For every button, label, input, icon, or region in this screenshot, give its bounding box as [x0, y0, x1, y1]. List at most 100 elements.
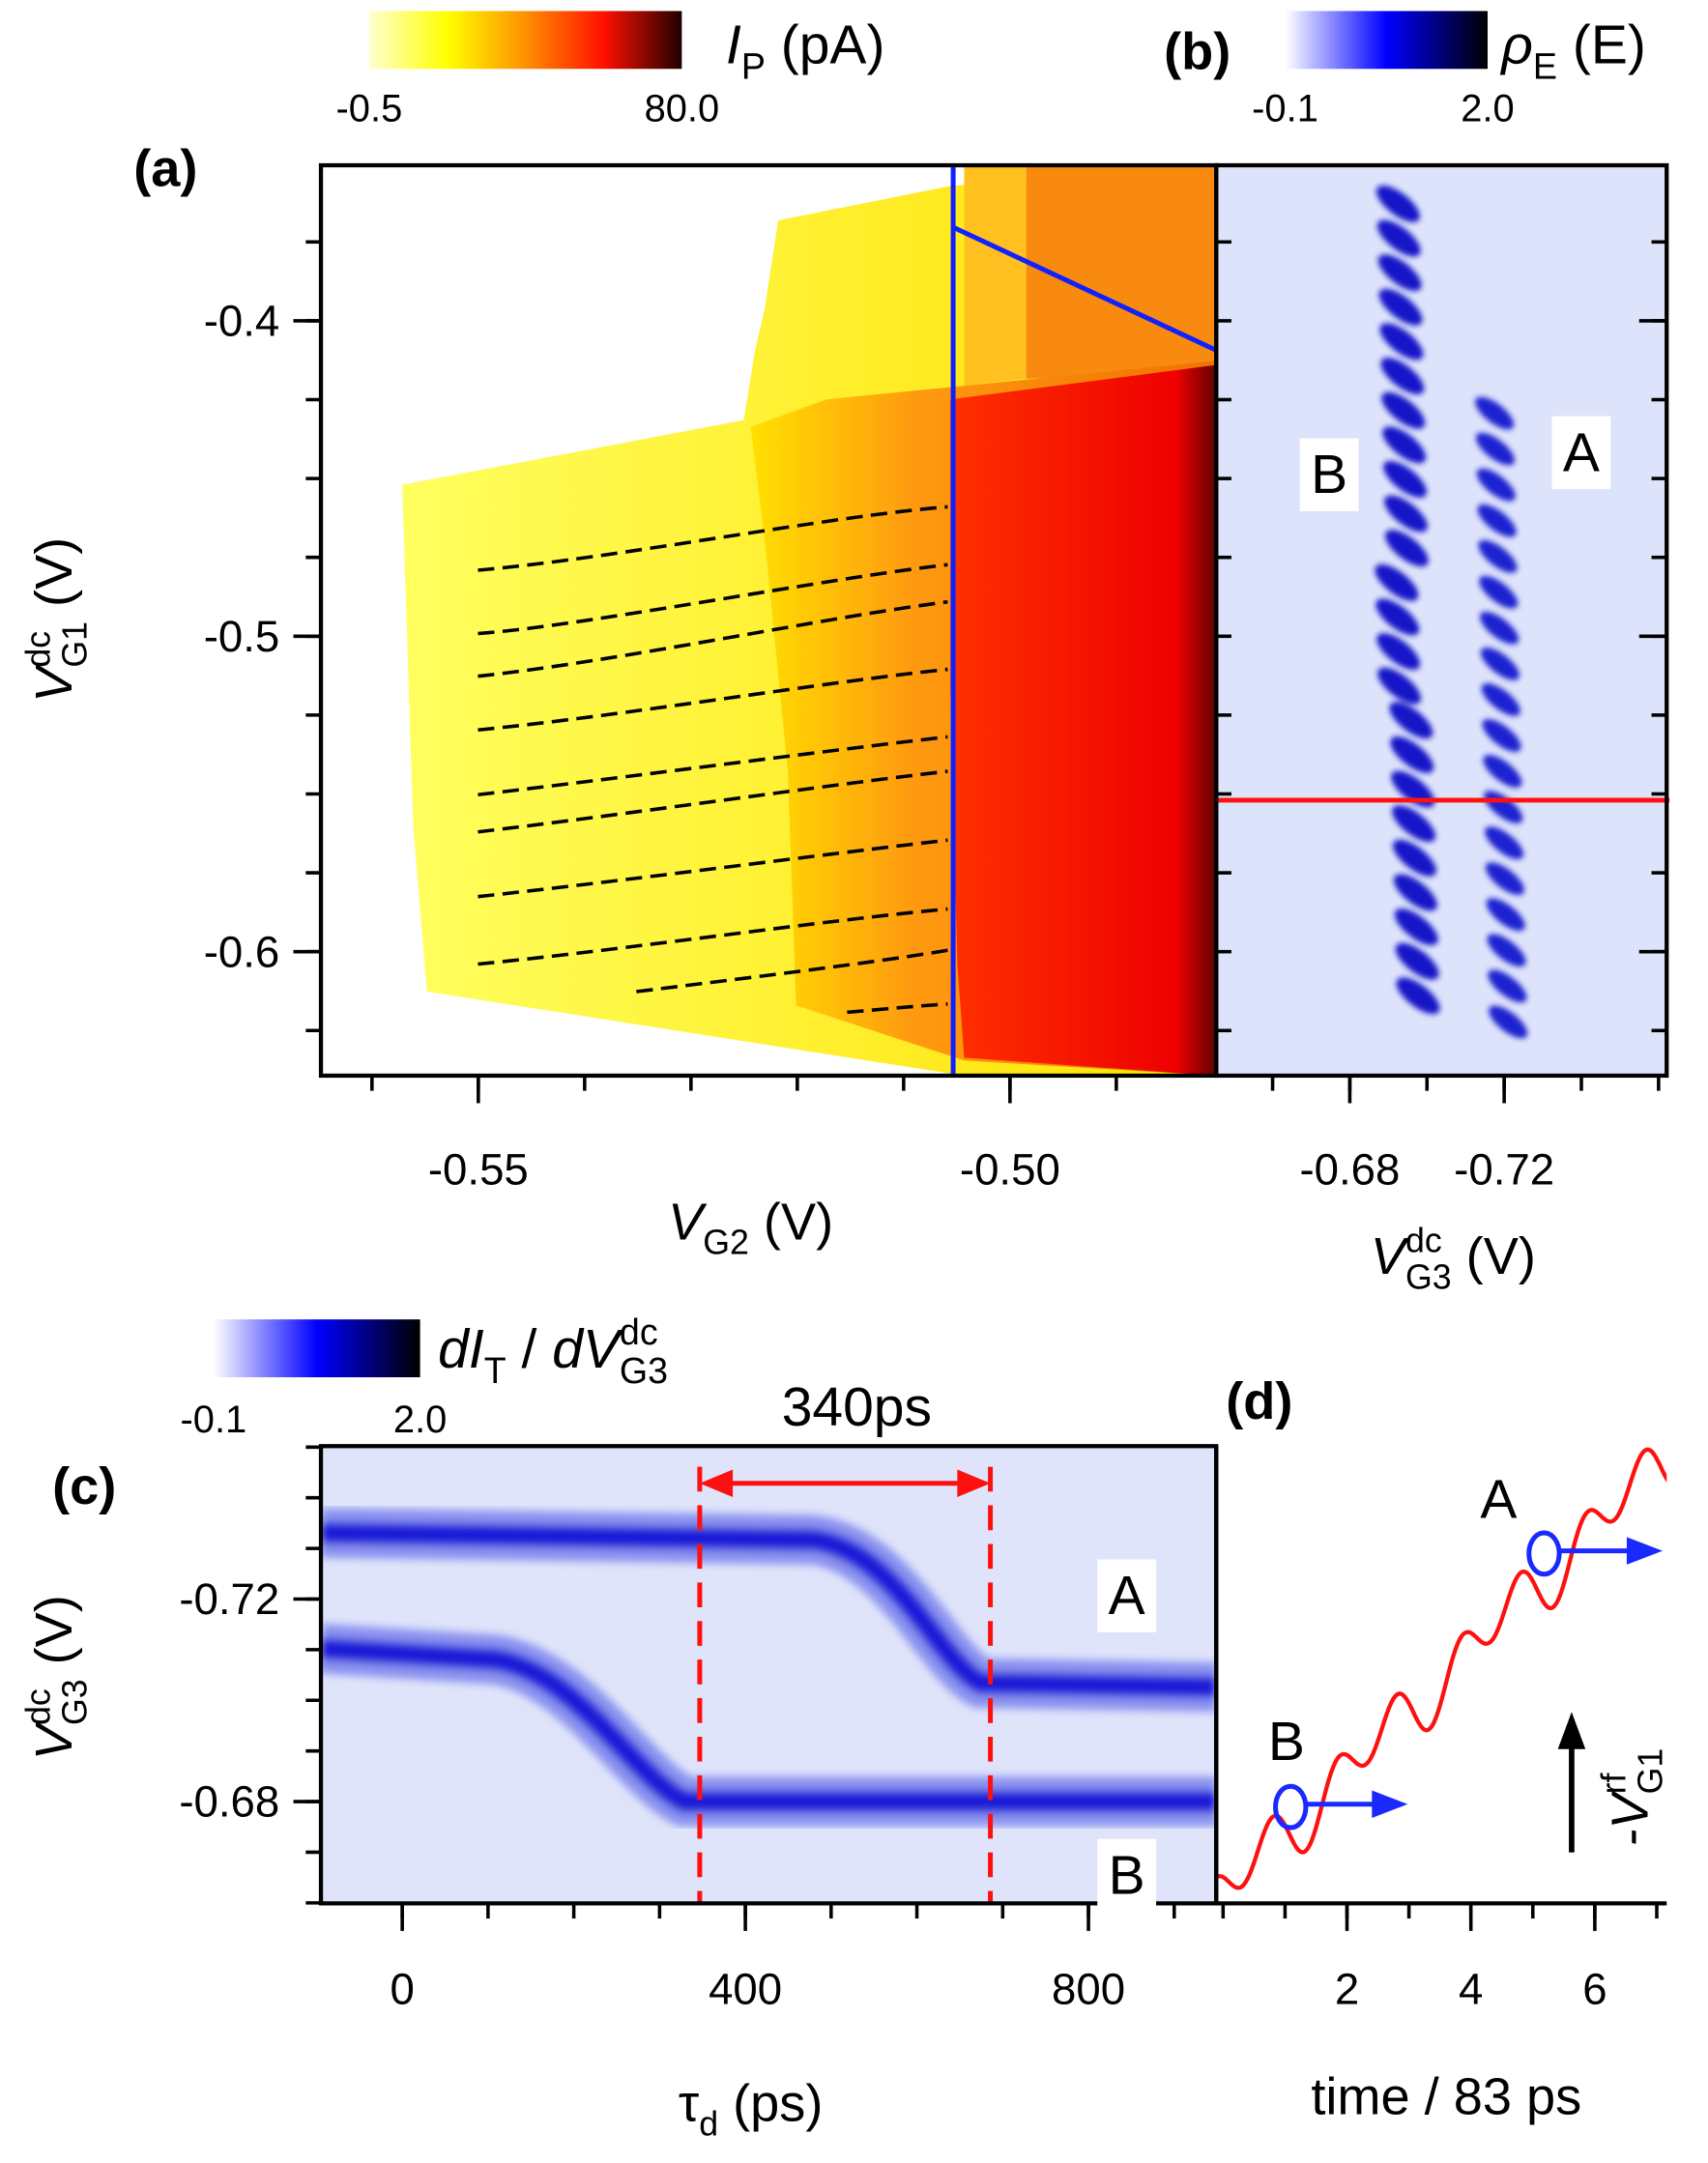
- label-part: dI: [438, 1318, 484, 1380]
- label-part: -V: [1601, 1790, 1659, 1847]
- label-part: (V): [25, 1595, 83, 1679]
- x-tick-label: 0: [390, 1964, 414, 2013]
- panel-label: (c): [52, 1457, 116, 1515]
- stripe: [1376, 219, 1421, 257]
- stripe: [1393, 839, 1436, 877]
- stripe: [1395, 942, 1439, 980]
- label-parts: V G2 (V): [668, 1194, 833, 1262]
- annotation: 340ps: [782, 1376, 932, 1438]
- label-part: (pA): [766, 14, 885, 76]
- label-part: P: [741, 46, 766, 87]
- panel-label: (a): [133, 139, 197, 197]
- markers: [1273, 1530, 1633, 1831]
- stripe: [1478, 539, 1518, 573]
- annotation-bg: [1097, 1838, 1157, 1913]
- stripe: [1484, 826, 1524, 859]
- colorbar: [1285, 11, 1488, 70]
- label-part: (V): [1452, 1227, 1536, 1285]
- label-part: dc: [18, 631, 57, 668]
- x-tick-label: 2: [1335, 1964, 1359, 2013]
- y-tick-label: -0.4: [204, 297, 280, 346]
- stripe: [1377, 254, 1422, 292]
- annotation-bg: [1097, 1559, 1157, 1632]
- label-part: G1: [55, 621, 94, 668]
- label-part: dV: [552, 1318, 624, 1380]
- stripe: [1475, 432, 1516, 466]
- stripe: [1392, 805, 1436, 843]
- x-tick-label: 800: [1052, 1964, 1125, 2013]
- label-part: V: [25, 663, 83, 703]
- stripe: [1378, 288, 1423, 326]
- y-tick-label: -0.5: [204, 612, 280, 661]
- label-part: G1: [1631, 1748, 1669, 1795]
- stripe: [1487, 934, 1526, 967]
- stripe: [1377, 667, 1422, 705]
- stripe: [1480, 611, 1520, 645]
- label-part: ρ: [1499, 14, 1533, 76]
- annotation-bg: [1468, 1462, 1528, 1537]
- stripe: [1384, 530, 1429, 567]
- annotation-bg: [1551, 416, 1611, 490]
- stripe: [1380, 358, 1425, 394]
- x-tick-label: -0.55: [428, 1145, 529, 1195]
- x-tick-label: -0.68: [1299, 1145, 1400, 1195]
- annotation-bg: [1257, 1705, 1317, 1778]
- label-part: V: [1371, 1227, 1410, 1285]
- colorbar-tick-label: -0.1: [1252, 87, 1318, 130]
- stripe: [1394, 908, 1438, 945]
- stripe: [1481, 683, 1520, 716]
- stripe: [1393, 874, 1437, 911]
- y-tick-label: -0.6: [204, 927, 280, 976]
- map-c: [321, 1446, 1217, 1904]
- label-part: G3: [620, 1350, 668, 1391]
- label-part: (E): [1557, 14, 1646, 76]
- axis-title: time / 83 ps: [1311, 2067, 1581, 2125]
- dashed-lines: [478, 505, 948, 1015]
- x-tick-label: 400: [709, 1964, 782, 2013]
- stripe: [1375, 598, 1420, 636]
- annotation-bg: [1299, 438, 1359, 511]
- stripe: [1476, 468, 1516, 502]
- curve: [1216, 1447, 1667, 1890]
- map-b: [1216, 165, 1667, 1076]
- x-tick-label: -0.72: [1454, 1145, 1554, 1195]
- map-a: [402, 165, 1217, 1076]
- stripe: [1477, 504, 1517, 537]
- label-part: dc: [18, 1688, 57, 1725]
- x-tick-label: 6: [1582, 1964, 1607, 2013]
- arrow-head: [1557, 1712, 1586, 1749]
- stripe: [1483, 755, 1522, 788]
- panel-label: (b): [1164, 22, 1230, 80]
- annotation-bg: [770, 1370, 943, 1444]
- label-part: d: [699, 2105, 718, 2144]
- stripe: [1480, 648, 1520, 680]
- annotation: A: [1563, 421, 1600, 483]
- annotation: B: [1311, 444, 1347, 505]
- label-part: I: [726, 14, 741, 76]
- annotation: B: [1109, 1844, 1145, 1906]
- annotation: A: [1480, 1468, 1517, 1530]
- label-part: rf: [1595, 1774, 1634, 1795]
- x-tick-label: 4: [1459, 1964, 1483, 2013]
- y-tick-label: -0.72: [179, 1574, 279, 1624]
- label-parts: time / 83 ps: [1311, 2067, 1581, 2125]
- panel-label: (d): [1226, 1372, 1292, 1430]
- stripe: [1485, 862, 1524, 896]
- annotation: A: [1109, 1565, 1145, 1627]
- y-tick-label: -0.68: [179, 1777, 279, 1827]
- label-part: G2: [703, 1224, 749, 1262]
- label-part: V: [25, 1720, 83, 1760]
- label-part: V: [668, 1194, 708, 1252]
- x-tick-label: -0.50: [960, 1145, 1060, 1195]
